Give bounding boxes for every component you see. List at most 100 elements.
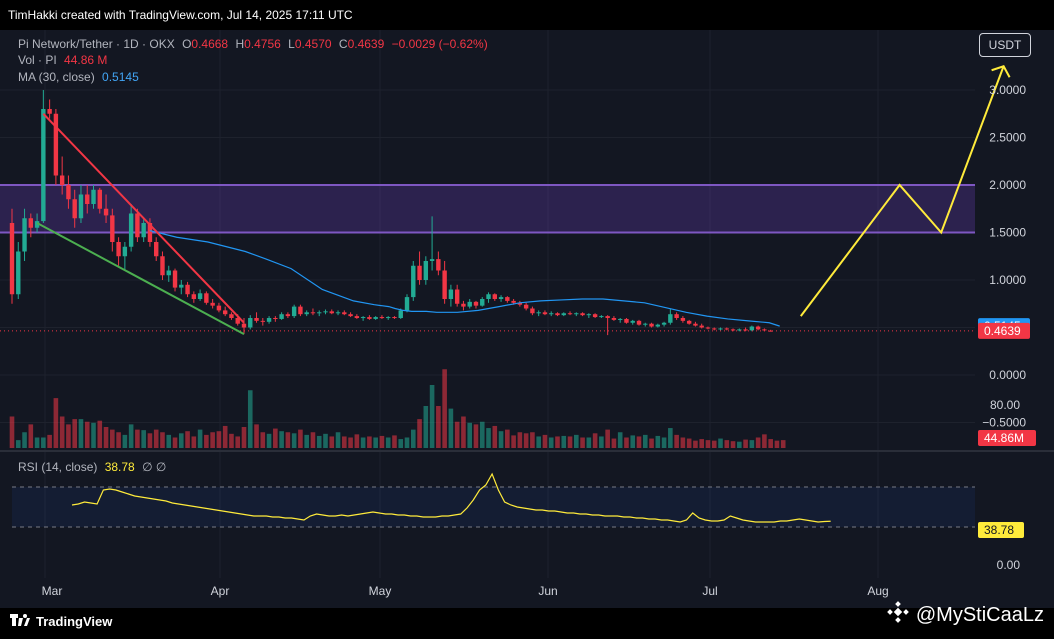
high-label: H [235,37,245,51]
volume-bar [323,433,328,448]
rsi-band [12,487,975,527]
candle-body [85,194,90,204]
volume-bar [486,428,491,448]
candle-body [241,323,247,328]
volume-bar [743,439,748,448]
volume-label[interactable]: Vol · PI [18,53,57,67]
volume-bar [448,408,454,448]
low-value: 0.4570 [294,37,332,51]
volume-value: 44.86 M [64,53,108,67]
candle-body [705,327,711,329]
volume-bar [442,369,447,448]
top-bar: TimHakki created with TradingView.com, J… [0,0,1054,30]
candle-body [210,302,215,306]
volume-bar [247,390,253,448]
candle-body [392,317,397,319]
candle-body [592,314,598,318]
candle-body [737,329,742,331]
candle-body [110,215,115,242]
rsi-badge: 38.78 [984,523,1014,537]
candle-body [216,305,222,311]
volume-bar [668,428,673,448]
candle-body [185,284,190,295]
volume-bar [329,436,335,448]
price-tick-label: 1.0000 [989,273,1026,287]
volume-bar [304,434,309,448]
volume-bars [9,369,786,448]
volume-bar [542,434,548,448]
symbol-name[interactable]: Pi Network/Tether · 1D · OKX [18,37,175,51]
candle-body [354,316,360,318]
volume-bar [367,436,372,448]
candle-body [222,310,228,315]
volume-bar [611,438,617,448]
rsi-label[interactable]: RSI (14, close) [18,460,98,474]
volume-bar [404,437,410,448]
tradingview-brand[interactable]: TradingView [10,614,112,629]
candle-body [342,312,347,315]
candle-body [28,218,34,228]
volume-bar [122,434,128,448]
candle-body [204,293,209,303]
candle-body [91,189,96,204]
volume-bar [360,437,366,448]
candle-body [686,320,692,324]
volume-bar [310,432,316,448]
candle-body [348,314,353,317]
volume-bar [436,406,441,448]
candle-body [298,306,303,315]
candle-body [517,302,523,305]
volume-bar [473,424,479,448]
volume-bar [605,429,610,448]
candle-body [179,284,184,288]
volume-bar [172,437,178,448]
volume-bar [260,432,266,448]
candle-body [668,314,673,323]
candle-body [436,259,441,271]
candle-body [229,314,234,318]
volume-bar [335,432,341,448]
legend-row-rsi: RSI (14, close) 38.78 ∅ ∅ [18,460,170,474]
volume-bar [160,432,165,448]
rsi-value: 38.78 [104,460,135,474]
volume-bar [780,440,786,448]
open-value: 0.4668 [191,37,229,51]
candle-body [680,318,686,321]
volume-bar [141,430,146,448]
tradingview-label: TradingView [36,614,113,629]
volume-bar [649,438,654,448]
volume-bar [705,440,711,448]
volume-bar [197,429,203,448]
candle-body [317,312,322,314]
volume-bar [316,435,322,448]
candle-body [561,313,566,316]
volume-badge-bg [978,430,1036,446]
volume-bar [22,432,27,448]
last-price-badge-bg [978,322,1030,339]
close-value: 0.4639 [347,37,385,51]
candle-body [730,329,736,331]
volume-bar [66,424,71,448]
candle-body [404,297,410,311]
volume-bar [511,435,516,448]
ma-label[interactable]: MA (30, close) [18,70,95,84]
currency-button[interactable]: USDT [979,33,1031,57]
volume-bar [191,436,197,448]
volume-bar [774,440,780,448]
volume-bar [655,435,661,448]
volume-bar [410,429,416,448]
candle-body [379,317,385,319]
candle-body [461,303,466,307]
candle-body [636,320,642,325]
volume-bar [229,433,234,448]
volume-bar [15,440,21,448]
candle-body [16,251,21,295]
volume-bar [204,434,209,448]
candle-body [762,329,767,331]
candle-body [41,109,46,222]
diamond-logo-icon [886,600,910,630]
time-tick-label: May [369,584,392,598]
volume-bar [580,437,585,448]
volume-bar [28,424,34,448]
